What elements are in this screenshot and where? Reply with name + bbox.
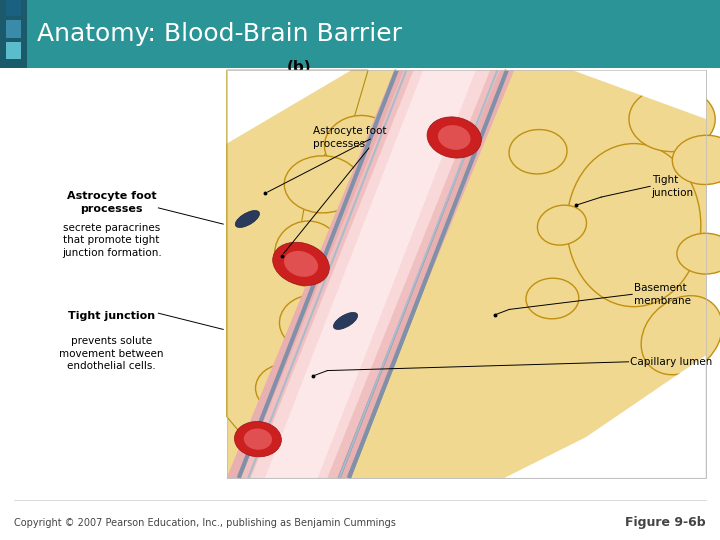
Ellipse shape [567,144,701,307]
Polygon shape [241,70,500,478]
Polygon shape [251,70,490,478]
Polygon shape [227,70,370,457]
Bar [6,42,21,59]
Ellipse shape [244,429,272,450]
Ellipse shape [672,135,720,185]
Bar [0,494,720,540]
Ellipse shape [235,211,259,227]
Ellipse shape [256,364,318,413]
Text: prevents solute
movement between
endothelial cells.: prevents solute movement between endothe… [59,336,164,371]
Text: Capillary lumen: Capillary lumen [630,357,712,367]
Polygon shape [227,70,351,144]
Ellipse shape [284,156,361,213]
Text: Copyright © 2007 Pearson Education, Inc., publishing as Benjamin Cummings: Copyright © 2007 Pearson Education, Inc.… [14,517,396,528]
Bar [6,0,21,16]
Text: Tight
junction: Tight junction [652,175,694,198]
Bar [227,70,706,478]
Text: Astrocyte foot
processes: Astrocyte foot processes [313,126,387,149]
Polygon shape [572,70,706,119]
Polygon shape [227,70,514,478]
Ellipse shape [235,422,282,457]
Bar [227,70,706,478]
Text: Astrocyte foot
processes: Astrocyte foot processes [67,191,156,214]
Text: Anatomy: Blood-Brain Barrier: Anatomy: Blood-Brain Barrier [37,22,402,46]
Polygon shape [251,70,490,478]
Ellipse shape [284,251,318,277]
Bar [227,70,706,478]
Text: Basement
membrane: Basement membrane [634,283,690,306]
Ellipse shape [677,233,720,274]
Bar [0,0,720,68]
Ellipse shape [537,205,587,245]
Polygon shape [265,70,476,478]
Ellipse shape [279,294,351,352]
Ellipse shape [438,125,471,150]
Bar [6,20,21,38]
Text: secrete paracrines
that promote tight
junction formation.: secrete paracrines that promote tight ju… [62,223,161,258]
Ellipse shape [325,116,392,172]
Ellipse shape [509,130,567,174]
Ellipse shape [273,242,329,286]
Bar [0,68,720,494]
Ellipse shape [333,313,358,329]
Polygon shape [227,70,514,478]
Ellipse shape [526,278,579,319]
Ellipse shape [641,296,720,375]
Text: Figure 9-6b: Figure 9-6b [625,516,706,529]
Polygon shape [241,70,500,478]
Ellipse shape [427,117,482,158]
Text: Tight junction: Tight junction [68,311,156,321]
Polygon shape [265,70,476,478]
Ellipse shape [275,221,342,286]
Text: (b): (b) [287,60,311,75]
Bar [0,0,27,68]
Ellipse shape [629,86,715,152]
Polygon shape [505,355,706,478]
